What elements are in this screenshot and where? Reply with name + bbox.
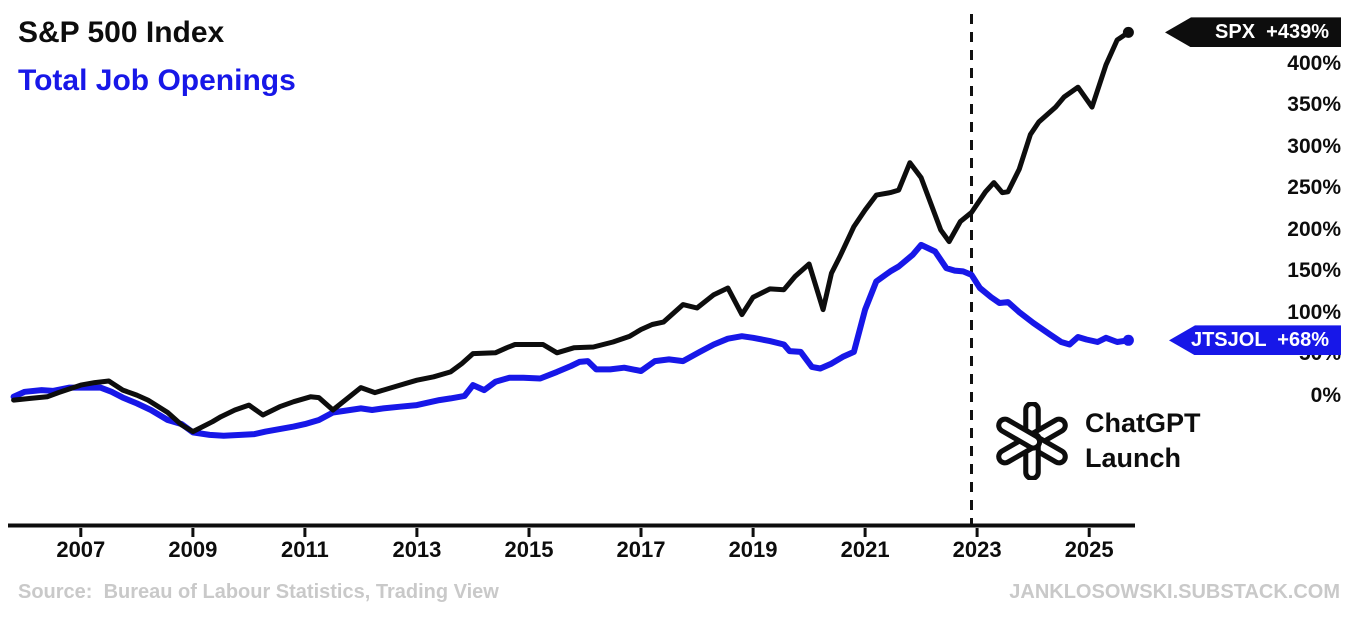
spx-end-dot bbox=[1122, 26, 1134, 38]
y-axis-label-150%: 150% bbox=[1287, 259, 1341, 283]
chatgpt-launch-label: ChatGPT Launch bbox=[1085, 406, 1201, 476]
y-axis-label-0%: 0% bbox=[1310, 383, 1341, 407]
y-axis-label-350%: 350% bbox=[1287, 93, 1341, 117]
x-axis-label-2025: 2025 bbox=[1064, 537, 1114, 562]
source-credit: Source: Bureau of Labour Statistics, Tra… bbox=[18, 581, 499, 603]
jtsjol-value-tag: JTSJOL +68% bbox=[1169, 325, 1341, 356]
x-axis-label-2009: 2009 bbox=[168, 537, 218, 562]
x-axis-label-2007: 2007 bbox=[56, 537, 106, 562]
spx-line bbox=[11, 29, 1131, 435]
site-credit: JANKLOSOWSKI.SUBSTACK.COM bbox=[1009, 581, 1340, 603]
x-axis-label-2019: 2019 bbox=[728, 537, 778, 562]
openai-logo-icon bbox=[996, 402, 1068, 480]
spx-series-title: S&P 500 Index bbox=[18, 16, 225, 49]
x-axis-label-2021: 2021 bbox=[840, 537, 890, 562]
x-axis-label-2011: 2011 bbox=[281, 537, 329, 562]
chatgpt-launch-label-line1: ChatGPT bbox=[1085, 408, 1201, 438]
chatgpt-launch-label-line2: Launch bbox=[1085, 443, 1182, 473]
x-axis-label-2023: 2023 bbox=[952, 537, 1002, 562]
y-axis-label-300%: 300% bbox=[1287, 134, 1341, 158]
jtsjol-line bbox=[10, 241, 1132, 439]
y-axis-label-250%: 250% bbox=[1287, 176, 1341, 200]
y-axis-label-400%: 400% bbox=[1287, 51, 1341, 75]
x-axis-label-2017: 2017 bbox=[616, 537, 666, 562]
y-axis-label-100%: 100% bbox=[1287, 300, 1341, 324]
jtsjol-series-title: Total Job Openings bbox=[18, 64, 296, 97]
chatgpt-launch-annotation: ChatGPT Launch bbox=[993, 402, 1201, 480]
x-axis-label-2013: 2013 bbox=[392, 537, 442, 562]
jtsjol-end-dot bbox=[1122, 334, 1134, 346]
spx-value-tag: SPX +439% bbox=[1165, 17, 1341, 48]
x-axis-label-2015: 2015 bbox=[504, 537, 554, 562]
y-axis-label-200%: 200% bbox=[1287, 217, 1341, 241]
